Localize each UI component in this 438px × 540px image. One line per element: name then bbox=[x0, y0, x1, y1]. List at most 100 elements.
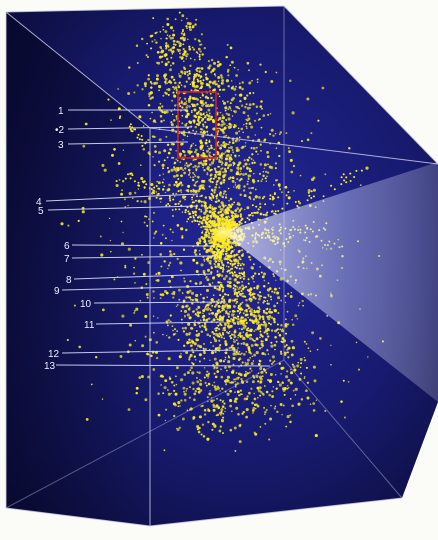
galaxy-point bbox=[222, 141, 225, 144]
galaxy-point bbox=[159, 30, 162, 33]
galaxy-point bbox=[239, 264, 242, 267]
galaxy-point bbox=[253, 161, 256, 164]
galaxy-point bbox=[212, 118, 215, 122]
galaxy-point bbox=[274, 179, 278, 182]
galaxy-point bbox=[257, 380, 260, 383]
galaxy-point bbox=[309, 350, 312, 353]
galaxy-point bbox=[303, 356, 306, 359]
galaxy-point bbox=[201, 144, 204, 147]
galaxy-point bbox=[203, 247, 206, 250]
galaxy-point bbox=[251, 80, 253, 82]
galaxy-point bbox=[197, 119, 200, 122]
galaxy-point bbox=[238, 154, 240, 157]
galaxy-point bbox=[343, 179, 346, 182]
galaxy-point bbox=[198, 67, 201, 70]
galaxy-point bbox=[255, 328, 257, 331]
galaxy-point bbox=[211, 180, 214, 184]
galaxy-point bbox=[253, 330, 256, 332]
galaxy-point bbox=[220, 368, 222, 371]
galaxy-point bbox=[220, 414, 222, 416]
galaxy-point bbox=[287, 191, 290, 194]
galaxy-point bbox=[220, 316, 224, 320]
galaxy-point bbox=[230, 334, 232, 337]
galaxy-point bbox=[199, 283, 201, 285]
galaxy-point bbox=[209, 206, 212, 209]
galaxy-point bbox=[185, 25, 188, 28]
galaxy-point bbox=[186, 112, 190, 116]
galaxy-point bbox=[214, 375, 218, 379]
galaxy-point bbox=[276, 380, 280, 384]
galaxy-point bbox=[188, 212, 192, 216]
galaxy-point bbox=[282, 388, 286, 392]
galaxy-point bbox=[162, 28, 165, 31]
galaxy-point bbox=[191, 220, 194, 223]
galaxy-point bbox=[167, 392, 171, 396]
galaxy-point bbox=[151, 111, 153, 114]
galaxy-point bbox=[194, 199, 197, 202]
galaxy-point bbox=[193, 342, 197, 346]
galaxy-point bbox=[194, 23, 197, 26]
galaxy-point bbox=[234, 181, 237, 184]
galaxy-point bbox=[255, 150, 258, 153]
galaxy-point bbox=[233, 110, 235, 112]
galaxy-point bbox=[244, 105, 247, 109]
galaxy-point bbox=[340, 183, 343, 186]
galaxy-point bbox=[176, 183, 178, 185]
galaxy-point bbox=[209, 92, 212, 95]
galaxy-point bbox=[155, 185, 158, 187]
galaxy-point bbox=[201, 82, 204, 85]
galaxy-point bbox=[181, 114, 184, 117]
galaxy-point bbox=[317, 119, 320, 122]
galaxy-point bbox=[189, 83, 192, 86]
galaxy-point bbox=[185, 332, 189, 336]
galaxy-point bbox=[212, 318, 216, 322]
galaxy-point bbox=[226, 124, 228, 127]
galaxy-point bbox=[246, 362, 250, 366]
galaxy-point bbox=[165, 57, 169, 61]
galaxy-point bbox=[257, 363, 260, 365]
galaxy-point bbox=[200, 86, 203, 90]
galaxy-point bbox=[249, 294, 252, 297]
galaxy-point bbox=[228, 269, 231, 272]
galaxy-point bbox=[272, 196, 275, 199]
galaxy-point bbox=[272, 134, 275, 137]
galaxy-point bbox=[228, 147, 230, 149]
galaxy-point bbox=[279, 350, 283, 353]
galaxy-point bbox=[258, 347, 262, 350]
galaxy-point bbox=[127, 247, 131, 251]
galaxy-point bbox=[256, 287, 259, 290]
galaxy-point bbox=[217, 304, 221, 308]
galaxy-point bbox=[180, 131, 183, 135]
galaxy-point bbox=[199, 130, 203, 134]
galaxy-point bbox=[232, 287, 235, 290]
galaxy-point bbox=[219, 246, 222, 248]
galaxy-point bbox=[189, 57, 192, 60]
galaxy-point bbox=[192, 387, 195, 391]
galaxy-point bbox=[174, 81, 177, 85]
galaxy-point bbox=[279, 328, 282, 331]
galaxy-point bbox=[233, 201, 236, 204]
galaxy-point bbox=[224, 196, 228, 199]
galaxy-point bbox=[359, 184, 362, 187]
galaxy-point bbox=[200, 330, 204, 333]
marker-line-12 bbox=[61, 349, 239, 354]
galaxy-point bbox=[178, 48, 182, 52]
galaxy-point bbox=[159, 293, 162, 296]
galaxy-point bbox=[173, 252, 176, 256]
galaxy-point bbox=[174, 203, 177, 206]
galaxy-point bbox=[237, 288, 240, 291]
galaxy-point bbox=[196, 428, 199, 431]
galaxy-point bbox=[215, 247, 218, 251]
galaxy-point bbox=[248, 81, 252, 85]
galaxy-point bbox=[184, 198, 187, 201]
galaxy-point bbox=[274, 287, 278, 291]
galaxy-point bbox=[220, 119, 224, 123]
galaxy-point bbox=[155, 77, 159, 81]
galaxy-point bbox=[163, 386, 167, 390]
galaxy-point bbox=[237, 334, 239, 337]
galaxy-point bbox=[251, 380, 255, 384]
galaxy-point bbox=[164, 80, 167, 84]
galaxy-point bbox=[242, 277, 245, 280]
galaxy-point bbox=[229, 262, 232, 265]
galaxy-point bbox=[169, 199, 172, 202]
